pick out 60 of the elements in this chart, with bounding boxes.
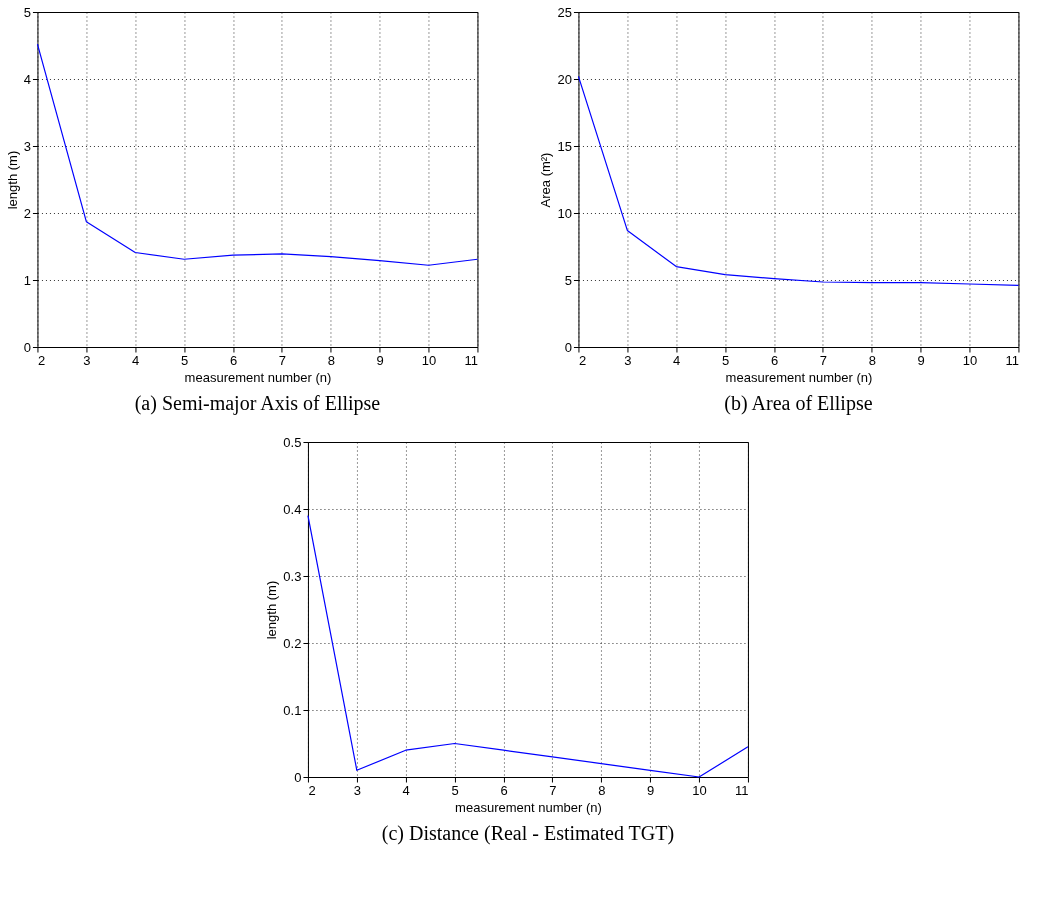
y-tick-label: 5 (23, 4, 31, 20)
y-tick-label: 2 (23, 205, 31, 221)
y-tick-label: 0 (294, 769, 302, 785)
x-tick-label: 8 (598, 782, 606, 798)
x-tick-label: 7 (549, 782, 557, 798)
y-tick-label: 15 (557, 138, 572, 154)
x-tick-label: 9 (917, 352, 925, 368)
y-tick-label: 0.3 (283, 568, 302, 584)
x-tick-label: 4 (402, 782, 410, 798)
y-tick-label: 20 (557, 71, 572, 87)
y-tick-label: 1 (23, 272, 31, 288)
x-tick-label: 2 (308, 782, 316, 798)
x-tick-label: 4 (132, 352, 140, 368)
x-tick-label: 3 (624, 352, 632, 368)
y-tick-label: 0.2 (283, 635, 302, 651)
y-axis-title: length (m) (264, 580, 280, 640)
text: (b) Area of Ellipse (724, 392, 873, 415)
x-tick-label: 2 (37, 352, 46, 368)
y-axis-title: length (m) (4, 150, 20, 210)
x-tick-label: 2 (578, 352, 587, 368)
line-series (577, 75, 1020, 286)
text: (a) Semi-major Axis of Ellipse (134, 392, 381, 415)
x-tick-label: 3 (353, 782, 361, 798)
line-series (36, 43, 479, 266)
y-tick-label: 5 (564, 272, 572, 288)
y-tick-label: 0.1 (283, 702, 302, 718)
y-tick-label: 10 (557, 205, 572, 221)
y-tick-label: 4 (23, 71, 31, 87)
x-tick-label: 7 (278, 352, 287, 368)
x-axis-title: measurement number (n) (455, 799, 602, 815)
x-tick-label: 4 (673, 352, 681, 368)
x-tick-label: 7 (819, 352, 828, 368)
x-tick-label: 9 (376, 352, 384, 368)
y-tick-label: 0 (564, 339, 572, 355)
x-tick-label: 6 (770, 352, 779, 368)
y-tick-label: 0.5 (283, 434, 302, 450)
x-tick-label: 10 (421, 352, 437, 368)
x-tick-label: 9 (647, 782, 655, 798)
x-axis-title: measurement number (n) (184, 369, 332, 385)
y-tick-label: 25 (557, 4, 572, 20)
x-tick-label: 6 (500, 782, 508, 798)
x-tick-label: 8 (868, 352, 876, 368)
x-tick-label: 5 (181, 352, 189, 368)
line-series (307, 515, 749, 778)
y-axis-title: Area (m²) (538, 152, 554, 208)
x-tick-label: 10 (692, 782, 707, 798)
text: (c) Distance (Real - Estimated TGT) (381, 822, 675, 845)
x-tick-label: 5 (451, 782, 459, 798)
x-tick-label: 11 (1005, 352, 1019, 368)
x-tick-label: 11 (734, 782, 749, 798)
y-tick-label: 0 (23, 339, 31, 355)
x-tick-label: 6 (229, 352, 238, 368)
x-tick-label: 5 (722, 352, 730, 368)
x-tick-label: 8 (327, 352, 335, 368)
y-tick-label: 3 (23, 138, 31, 154)
y-tick-label: 0.4 (283, 501, 302, 517)
x-tick-label: 11 (464, 352, 478, 368)
x-axis-title: measurement number (n) (725, 369, 873, 385)
x-tick-label: 10 (962, 352, 978, 368)
x-tick-label: 3 (83, 352, 91, 368)
